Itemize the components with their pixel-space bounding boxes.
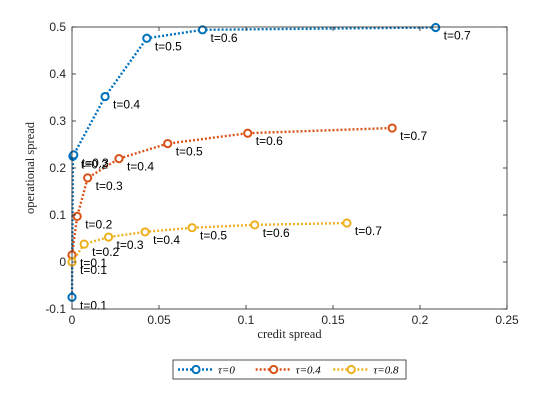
point-label: t=0.7	[444, 28, 471, 42]
point-label: t=0.6	[211, 31, 238, 45]
data-point	[387, 123, 397, 133]
x-tick-label: 0	[69, 313, 76, 327]
point-label: t=0.4	[153, 233, 180, 247]
data-point	[114, 154, 124, 164]
plot-area	[72, 27, 507, 309]
point-label: t=0.6	[263, 226, 290, 240]
point-label: t=0.2	[85, 217, 112, 231]
point-label: t=0.2	[81, 157, 108, 171]
data-point	[100, 91, 110, 102]
data-point	[83, 173, 93, 183]
series-1	[67, 123, 397, 260]
legend-swatch-marker	[346, 364, 356, 375]
x-tick-label: 0.2	[412, 313, 429, 327]
x-tick-label: 0.05	[147, 313, 171, 327]
legend-swatch-marker	[191, 364, 201, 375]
x-tick-label: 0.25	[495, 313, 519, 327]
legend-label: τ=0	[218, 365, 235, 377]
point-label: t=0.6	[256, 134, 283, 148]
point-label: t=0.7	[400, 129, 427, 143]
point-label: t=0.1	[80, 256, 107, 270]
y-tick-label: 0.3	[49, 114, 66, 128]
data-point	[79, 239, 89, 249]
legend-swatch-marker	[269, 364, 279, 375]
data-point	[142, 33, 152, 43]
x-tick-label: 0.1	[238, 313, 255, 327]
point-label: t=0.7	[355, 224, 382, 238]
y-tick-label: 0.2	[49, 161, 66, 175]
data-point	[431, 22, 441, 33]
data-point	[243, 128, 253, 138]
legend-item: τ=0	[178, 365, 235, 377]
data-point	[69, 150, 79, 160]
point-label: t=0.1	[80, 298, 107, 312]
legend-label: τ=0.4	[296, 365, 322, 377]
y-tick-label: -0.1	[45, 302, 66, 316]
y-tick-label: 0.5	[49, 20, 66, 34]
legend: τ=0 τ=0.4 τ=0.8	[172, 359, 407, 380]
data-point	[187, 223, 197, 233]
legend-item: τ=0.4	[255, 364, 322, 377]
y-tick-label: 0	[59, 255, 66, 269]
x-axis-title: credit spread	[257, 327, 322, 341]
axis-ticks: 0 0.05 0.1 0.15 0.2 0.25-0.100.10.20.30.40.5	[45, 20, 519, 327]
data-point	[197, 25, 208, 35]
point-label-layer: t=0.1t=0.2t=0.3t=0.4t=0.5t=0.6 t=0.7t=0.1…	[80, 28, 471, 312]
y-tick-label: 0.4	[49, 67, 66, 81]
legend-label: τ=0.8	[373, 365, 399, 377]
data-point	[103, 232, 114, 242]
data-point	[140, 227, 150, 237]
data-point	[250, 220, 260, 230]
point-label: t=0.5	[176, 145, 203, 159]
point-label: t=0.4	[127, 160, 154, 174]
point-label: t=0.3	[117, 238, 144, 252]
data-point	[163, 138, 173, 149]
point-label: t=0.5	[200, 229, 227, 243]
point-label: t=0.3	[82, 156, 109, 170]
y-tick-label: 0.1	[49, 208, 66, 222]
point-label: t=0.1	[80, 263, 107, 277]
data-point	[72, 211, 82, 222]
point-label: t=0.3	[96, 179, 123, 193]
x-tick-label: 0.15	[321, 313, 345, 327]
y-axis-title: operational spread	[23, 121, 37, 214]
legend-item: τ=0.8	[333, 365, 399, 377]
point-label: t=0.4	[113, 98, 140, 112]
data-point	[342, 218, 352, 228]
point-label: t=0.5	[155, 39, 182, 53]
point-label: t=0.2	[92, 245, 119, 259]
